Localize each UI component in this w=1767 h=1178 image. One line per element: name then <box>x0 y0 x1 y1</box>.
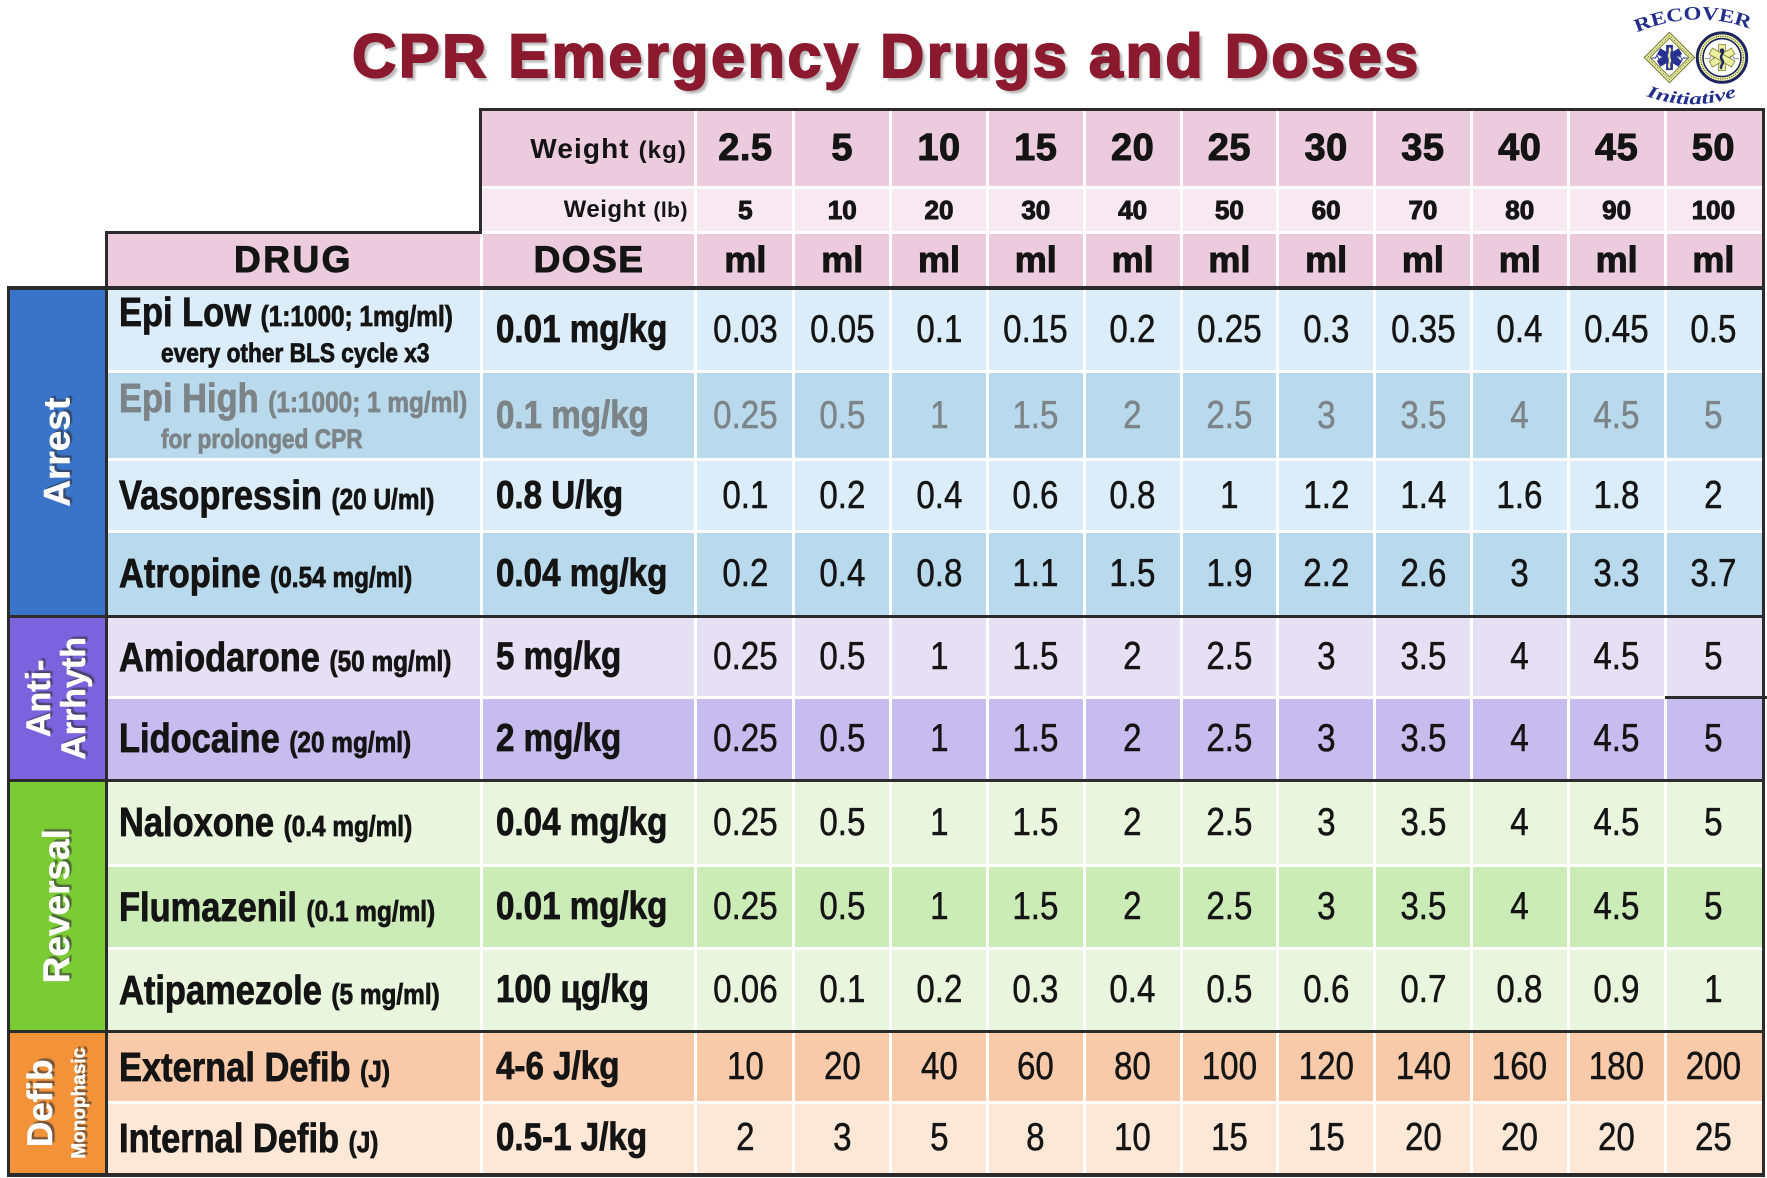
svg-text:Initiative: Initiative <box>1643 81 1739 108</box>
svg-text:RECOVER: RECOVER <box>1631 3 1754 37</box>
